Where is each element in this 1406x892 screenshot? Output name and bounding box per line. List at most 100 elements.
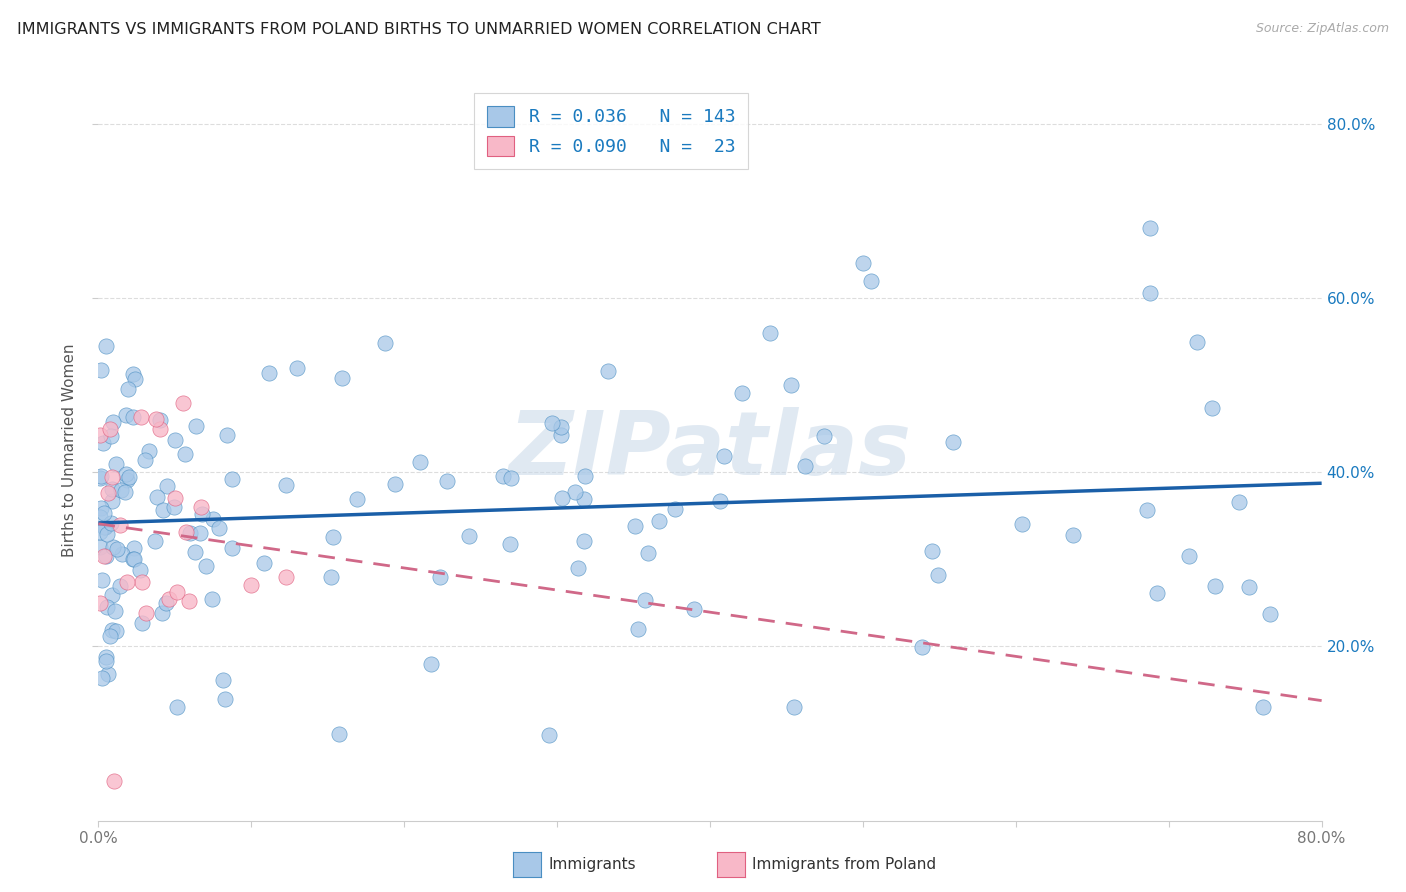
Point xyxy=(146,491,169,505)
Point xyxy=(713,449,735,463)
Point xyxy=(541,416,564,430)
Point xyxy=(108,518,131,533)
Point xyxy=(253,556,276,570)
Point xyxy=(793,458,815,473)
Point xyxy=(124,372,146,386)
Point xyxy=(172,395,194,409)
Point xyxy=(129,409,152,424)
Point xyxy=(90,501,112,516)
Point xyxy=(152,503,174,517)
Point xyxy=(89,428,111,442)
Point xyxy=(184,419,207,434)
Point xyxy=(135,606,157,620)
Point xyxy=(149,412,172,426)
Point xyxy=(122,368,145,382)
Point xyxy=(779,377,801,392)
Point xyxy=(114,485,136,500)
Point xyxy=(1260,607,1282,622)
Point xyxy=(492,469,515,483)
Point xyxy=(408,455,430,469)
Point xyxy=(499,537,522,551)
Point xyxy=(162,500,184,514)
Point xyxy=(623,519,645,533)
Legend: R = 0.036   N = 143, R = 0.090   N =  23: R = 0.036 N = 143, R = 0.090 N = 23 xyxy=(474,93,748,169)
Point xyxy=(134,452,156,467)
Point xyxy=(91,671,114,685)
Point xyxy=(115,574,138,589)
Point xyxy=(374,335,396,350)
Point xyxy=(221,541,243,555)
Point xyxy=(104,604,127,618)
Point xyxy=(145,533,167,548)
Point xyxy=(149,422,172,436)
Point xyxy=(420,657,443,671)
Point xyxy=(96,549,118,563)
Point xyxy=(221,472,243,486)
Point xyxy=(93,507,115,521)
Point xyxy=(852,256,875,270)
Point xyxy=(96,527,118,541)
Point xyxy=(110,483,132,497)
Point xyxy=(330,371,353,385)
Point xyxy=(567,561,589,575)
Point xyxy=(201,592,224,607)
Point xyxy=(429,570,451,584)
Point xyxy=(90,468,112,483)
Point xyxy=(188,526,211,541)
Point xyxy=(173,447,195,461)
Point xyxy=(1237,580,1260,594)
Point xyxy=(97,485,120,500)
Point xyxy=(104,624,127,639)
Point xyxy=(179,526,201,541)
Point xyxy=(759,326,782,340)
Point xyxy=(572,534,595,549)
Point xyxy=(457,528,479,542)
Point xyxy=(683,602,706,616)
Point xyxy=(89,510,111,524)
Point xyxy=(150,607,173,621)
Point xyxy=(1146,586,1168,600)
Point xyxy=(100,429,122,443)
Point xyxy=(274,570,297,584)
Point xyxy=(921,544,943,558)
Point xyxy=(96,654,118,668)
Point xyxy=(572,492,595,507)
Point xyxy=(145,412,167,426)
Point xyxy=(1136,503,1159,517)
Text: ZIPatlas: ZIPatlas xyxy=(509,407,911,494)
Point xyxy=(285,360,308,375)
Point xyxy=(100,623,122,637)
Point xyxy=(94,520,117,534)
Point xyxy=(121,552,143,566)
Point xyxy=(550,420,572,434)
Point xyxy=(202,512,225,526)
Point xyxy=(709,494,731,508)
Point xyxy=(194,559,217,574)
Point xyxy=(93,435,115,450)
Point xyxy=(129,563,152,577)
Point xyxy=(1139,285,1161,300)
Point xyxy=(156,479,179,493)
Point xyxy=(551,491,574,506)
Point xyxy=(627,622,650,636)
Point xyxy=(217,428,239,442)
Point xyxy=(122,541,145,555)
Point xyxy=(177,594,200,608)
Point xyxy=(118,470,141,484)
Point xyxy=(731,386,754,401)
Point xyxy=(637,546,659,560)
Point xyxy=(98,629,121,643)
Point xyxy=(783,700,806,714)
Point xyxy=(115,473,138,487)
Point xyxy=(98,422,121,436)
Point xyxy=(89,525,111,540)
Point xyxy=(574,468,596,483)
Point xyxy=(634,592,657,607)
Point xyxy=(257,366,280,380)
Point xyxy=(122,552,145,566)
Point xyxy=(105,457,128,471)
Point xyxy=(1204,579,1226,593)
Point xyxy=(131,574,153,589)
Text: Immigrants from Poland: Immigrants from Poland xyxy=(752,857,936,871)
Point xyxy=(384,477,406,491)
